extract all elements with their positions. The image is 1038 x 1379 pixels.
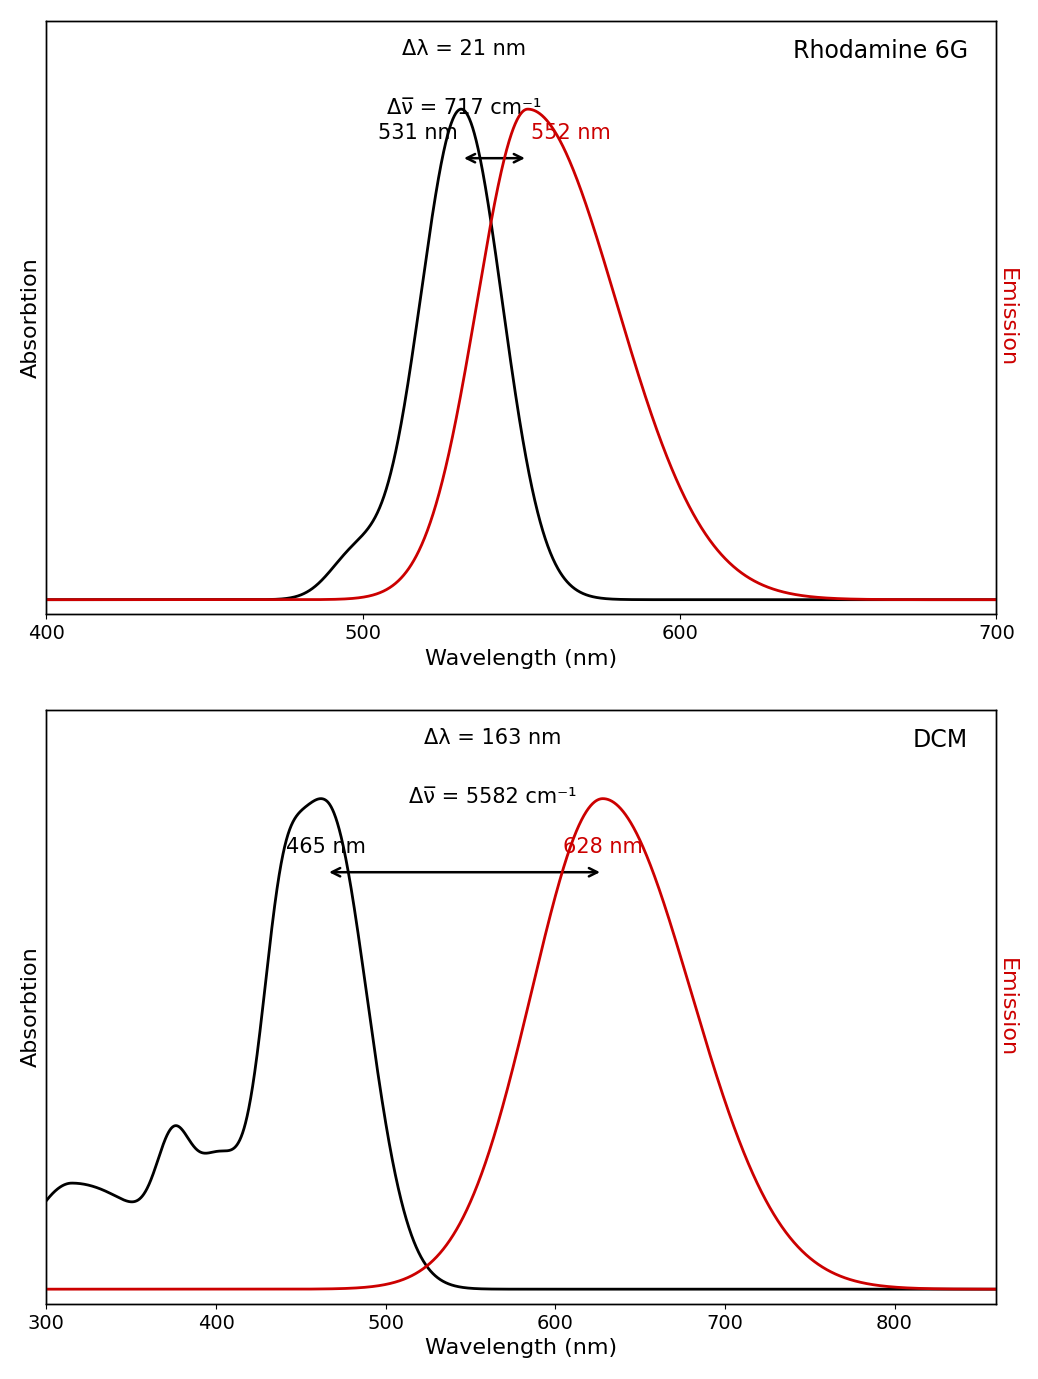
Text: Δν̅ = 5582 cm⁻¹: Δν̅ = 5582 cm⁻¹ (409, 787, 577, 808)
Text: Rhodamine 6G: Rhodamine 6G (793, 39, 967, 62)
Text: DCM: DCM (912, 728, 967, 752)
Y-axis label: Absorbtion: Absorbtion (21, 947, 40, 1067)
Text: 552 nm: 552 nm (530, 124, 610, 143)
Text: 531 nm: 531 nm (378, 124, 458, 143)
Text: Δλ = 163 nm: Δλ = 163 nm (425, 728, 562, 749)
Y-axis label: Absorbtion: Absorbtion (21, 258, 40, 378)
Y-axis label: Emission: Emission (998, 957, 1017, 1056)
X-axis label: Wavelength (nm): Wavelength (nm) (426, 648, 618, 669)
Y-axis label: Emission: Emission (998, 268, 1017, 367)
X-axis label: Wavelength (nm): Wavelength (nm) (426, 1338, 618, 1358)
Text: 465 nm: 465 nm (286, 837, 366, 858)
Text: Δν̅ = 717 cm⁻¹: Δν̅ = 717 cm⁻¹ (387, 98, 542, 119)
Text: 628 nm: 628 nm (563, 837, 643, 858)
Text: Δλ = 21 nm: Δλ = 21 nm (403, 39, 526, 59)
